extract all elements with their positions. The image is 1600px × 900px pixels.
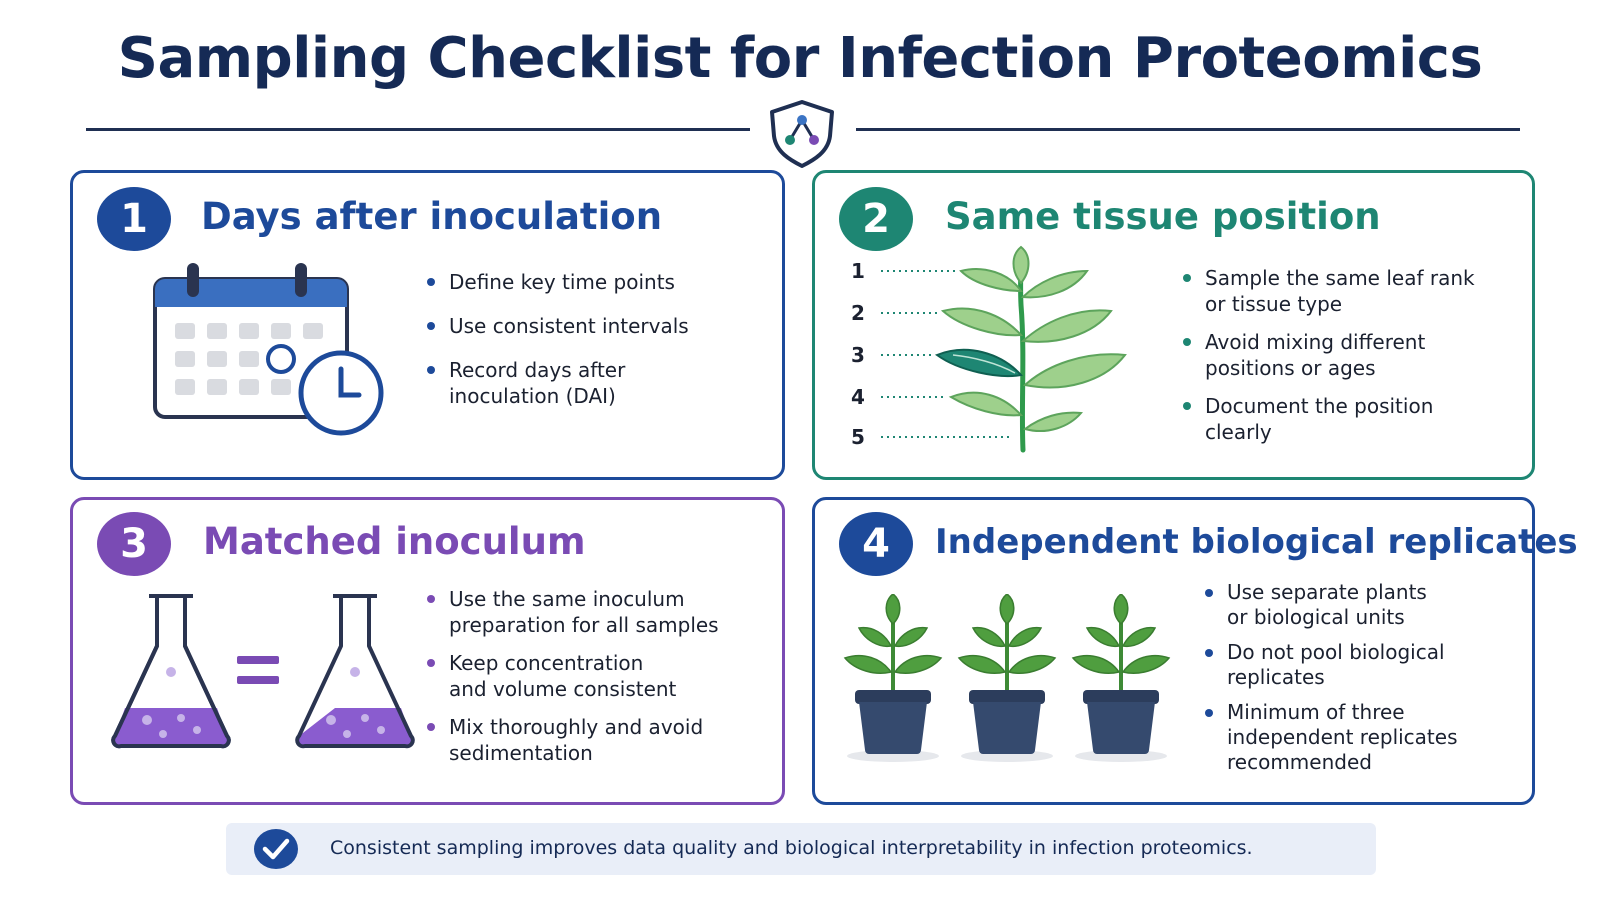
bullet-list: Use the same inoculum preparation for al…	[425, 586, 719, 784]
shield-network-icon	[770, 100, 834, 168]
leaf-position-label: 3	[851, 343, 865, 367]
bullet-list: Use separate plants or biological units …	[1203, 580, 1458, 793]
step-number-badge: 4	[839, 512, 913, 576]
bullet-item: Define key time points	[425, 269, 689, 295]
plant-leaf-positions-icon	[881, 245, 1127, 453]
bullet-list: Sample the same leaf rank or tissue type…	[1181, 265, 1475, 463]
title-divider-left	[86, 128, 750, 131]
bullet-list: Define key time points Use consistent in…	[425, 269, 689, 427]
flask-equal-flask-icon	[111, 594, 415, 749]
card-independent-biological-replicates: 4 Independent biological replicates	[812, 497, 1578, 805]
card-same-tissue-position: 2 Same tissue position 1 2 3 4 5	[812, 170, 1535, 480]
step-number-badge: 1	[97, 187, 171, 251]
step-number-badge: 3	[97, 512, 171, 576]
potted-plants-icon	[843, 594, 1171, 764]
leaf-position-label: 1	[851, 259, 865, 283]
bullet-item: Keep concentration and volume consistent	[425, 650, 719, 702]
card-heading: Matched inoculum	[203, 520, 586, 563]
leaf-position-label: 5	[851, 425, 865, 449]
leaf-position-label: 2	[851, 301, 865, 325]
bullet-item: Use the same inoculum preparation for al…	[425, 586, 719, 638]
card-matched-inoculum: 3 Matched inoculum Use the same inoculum…	[70, 497, 785, 805]
leaf-position-label: 4	[851, 385, 865, 409]
card-heading: Same tissue position	[945, 195, 1381, 238]
bullet-item: Mix thoroughly and avoid sedimentation	[425, 714, 719, 766]
page-title: Sampling Checklist for Infection Proteom…	[117, 26, 1483, 91]
bullet-item: Avoid mixing different positions or ages	[1181, 329, 1475, 381]
bullet-item: Document the position clearly	[1181, 393, 1475, 445]
bullet-item: Do not pool biological replicates	[1203, 640, 1458, 690]
card-heading: Independent biological replicates	[935, 522, 1578, 562]
bullet-item: Minimum of three independent replicates …	[1203, 700, 1458, 775]
card-heading: Days after inoculation	[201, 195, 663, 238]
title-divider-right	[856, 128, 1520, 131]
checkmark-icon	[254, 829, 298, 869]
bullet-item: Sample the same leaf rank or tissue type	[1181, 265, 1475, 317]
bullet-item: Record days after inoculation (DAI)	[425, 357, 689, 409]
step-number-badge: 2	[839, 187, 913, 251]
footer-banner: Consistent sampling improves data qualit…	[226, 823, 1376, 875]
card-days-after-inoculation: 1 Days after inoculation Define key time…	[70, 170, 785, 480]
footer-text: Consistent sampling improves data qualit…	[330, 837, 1253, 859]
bullet-item: Use consistent intervals	[425, 313, 689, 339]
calendar-clock-icon	[153, 263, 384, 436]
bullet-item: Use separate plants or biological units	[1203, 580, 1458, 630]
